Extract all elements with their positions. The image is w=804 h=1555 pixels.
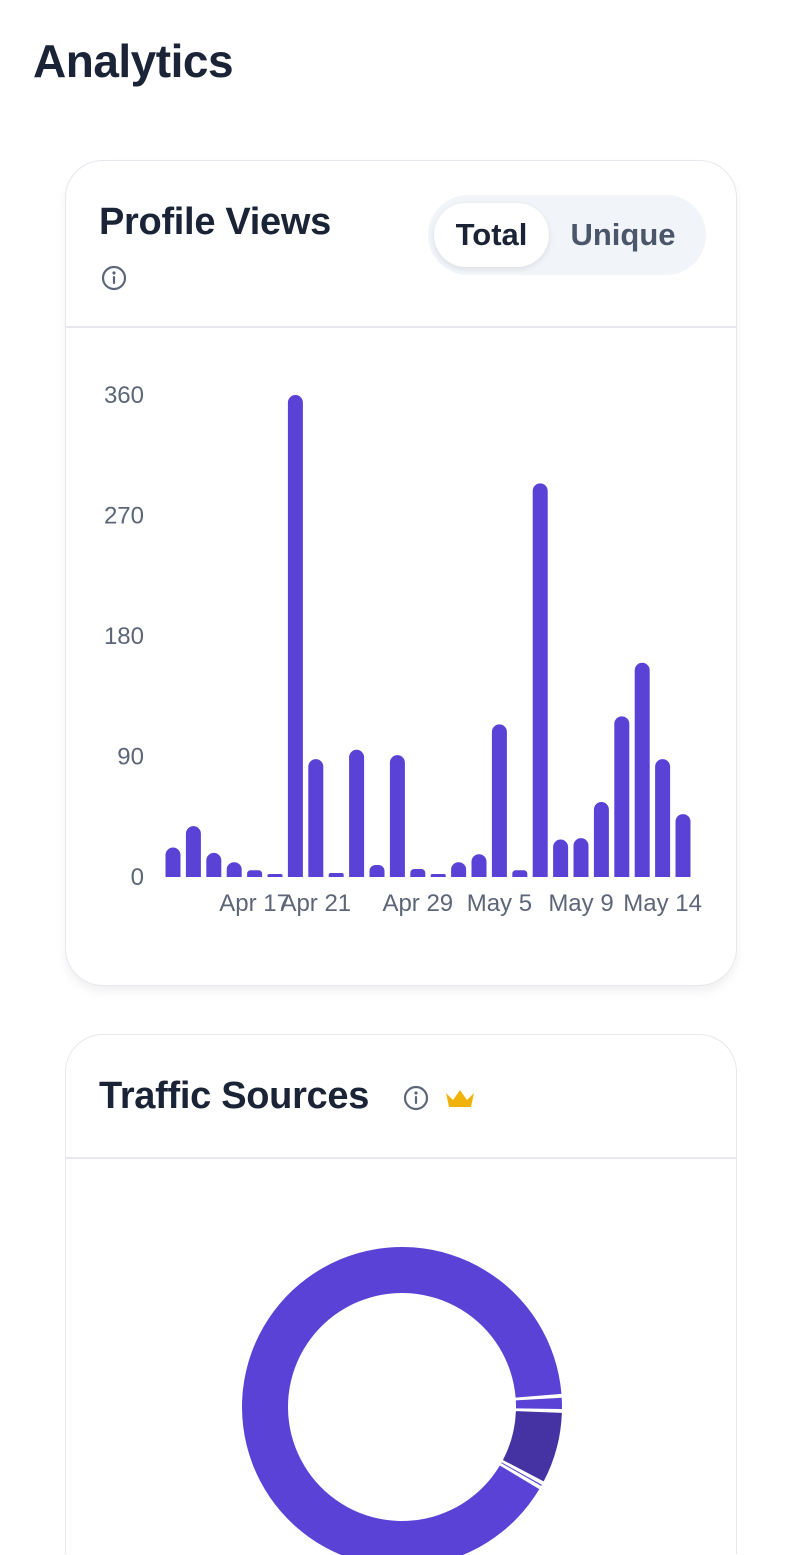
bar[interactable] — [267, 874, 283, 877]
bar[interactable] — [430, 874, 446, 877]
bar[interactable] — [553, 839, 569, 877]
y-tick-label: 0 — [131, 864, 144, 891]
bar[interactable] — [634, 662, 650, 877]
bar[interactable] — [206, 852, 222, 877]
y-tick-label: 180 — [104, 623, 144, 650]
bar[interactable] — [328, 872, 344, 877]
info-icon[interactable] — [403, 1085, 429, 1111]
bar[interactable] — [512, 870, 528, 877]
y-tick-label: 360 — [104, 382, 144, 409]
y-tick-label: 270 — [104, 503, 144, 530]
toggle-total[interactable]: Total — [434, 203, 549, 267]
crown-icon — [446, 1090, 474, 1107]
bar[interactable] — [451, 862, 467, 877]
bar[interactable] — [389, 755, 405, 877]
x-tick-label: Apr 21 — [280, 890, 351, 917]
x-tick-label: May 14 — [623, 890, 702, 917]
bar[interactable] — [614, 716, 630, 877]
card-divider — [66, 326, 736, 328]
x-tick-label: May 9 — [548, 890, 613, 917]
traffic-sources-donut — [242, 1247, 562, 1555]
bar[interactable] — [532, 483, 548, 877]
bar[interactable] — [308, 759, 324, 877]
profile-views-title: Profile Views — [99, 201, 331, 243]
bar[interactable] — [675, 814, 691, 877]
views-toggle: Total Unique — [428, 195, 706, 275]
bar[interactable] — [471, 854, 487, 877]
info-icon[interactable] — [101, 265, 127, 291]
x-tick-label: Apr 29 — [382, 890, 453, 917]
bar[interactable] — [165, 847, 181, 877]
toggle-unique[interactable]: Unique — [570, 217, 676, 252]
donut-slice[interactable] — [501, 1462, 542, 1486]
bar[interactable] — [226, 862, 242, 877]
x-tick-label: Apr 17 — [219, 890, 290, 917]
y-tick-label: 90 — [117, 744, 144, 771]
bar[interactable] — [287, 395, 303, 877]
bar[interactable] — [349, 749, 365, 877]
bar[interactable] — [185, 826, 201, 877]
traffic-sources-card: Traffic Sources — [65, 1034, 737, 1555]
bar[interactable] — [491, 724, 507, 877]
bar[interactable] — [655, 759, 671, 877]
x-tick-label: May 5 — [467, 890, 532, 917]
page-title: Analytics — [33, 35, 234, 87]
bar[interactable] — [369, 864, 385, 877]
card-divider — [66, 1157, 736, 1159]
bar[interactable] — [410, 868, 426, 877]
donut-slice[interactable] — [502, 1411, 562, 1482]
bar[interactable] — [247, 870, 263, 877]
profile-views-card: Profile Views Total Unique 0 90 180 270 360 A… — [65, 160, 737, 986]
donut-slice[interactable] — [242, 1247, 562, 1555]
traffic-sources-title: Traffic Sources — [99, 1075, 370, 1117]
donut-slice[interactable] — [515, 1397, 562, 1409]
bar[interactable] — [573, 838, 589, 877]
bar[interactable] — [593, 802, 609, 877]
